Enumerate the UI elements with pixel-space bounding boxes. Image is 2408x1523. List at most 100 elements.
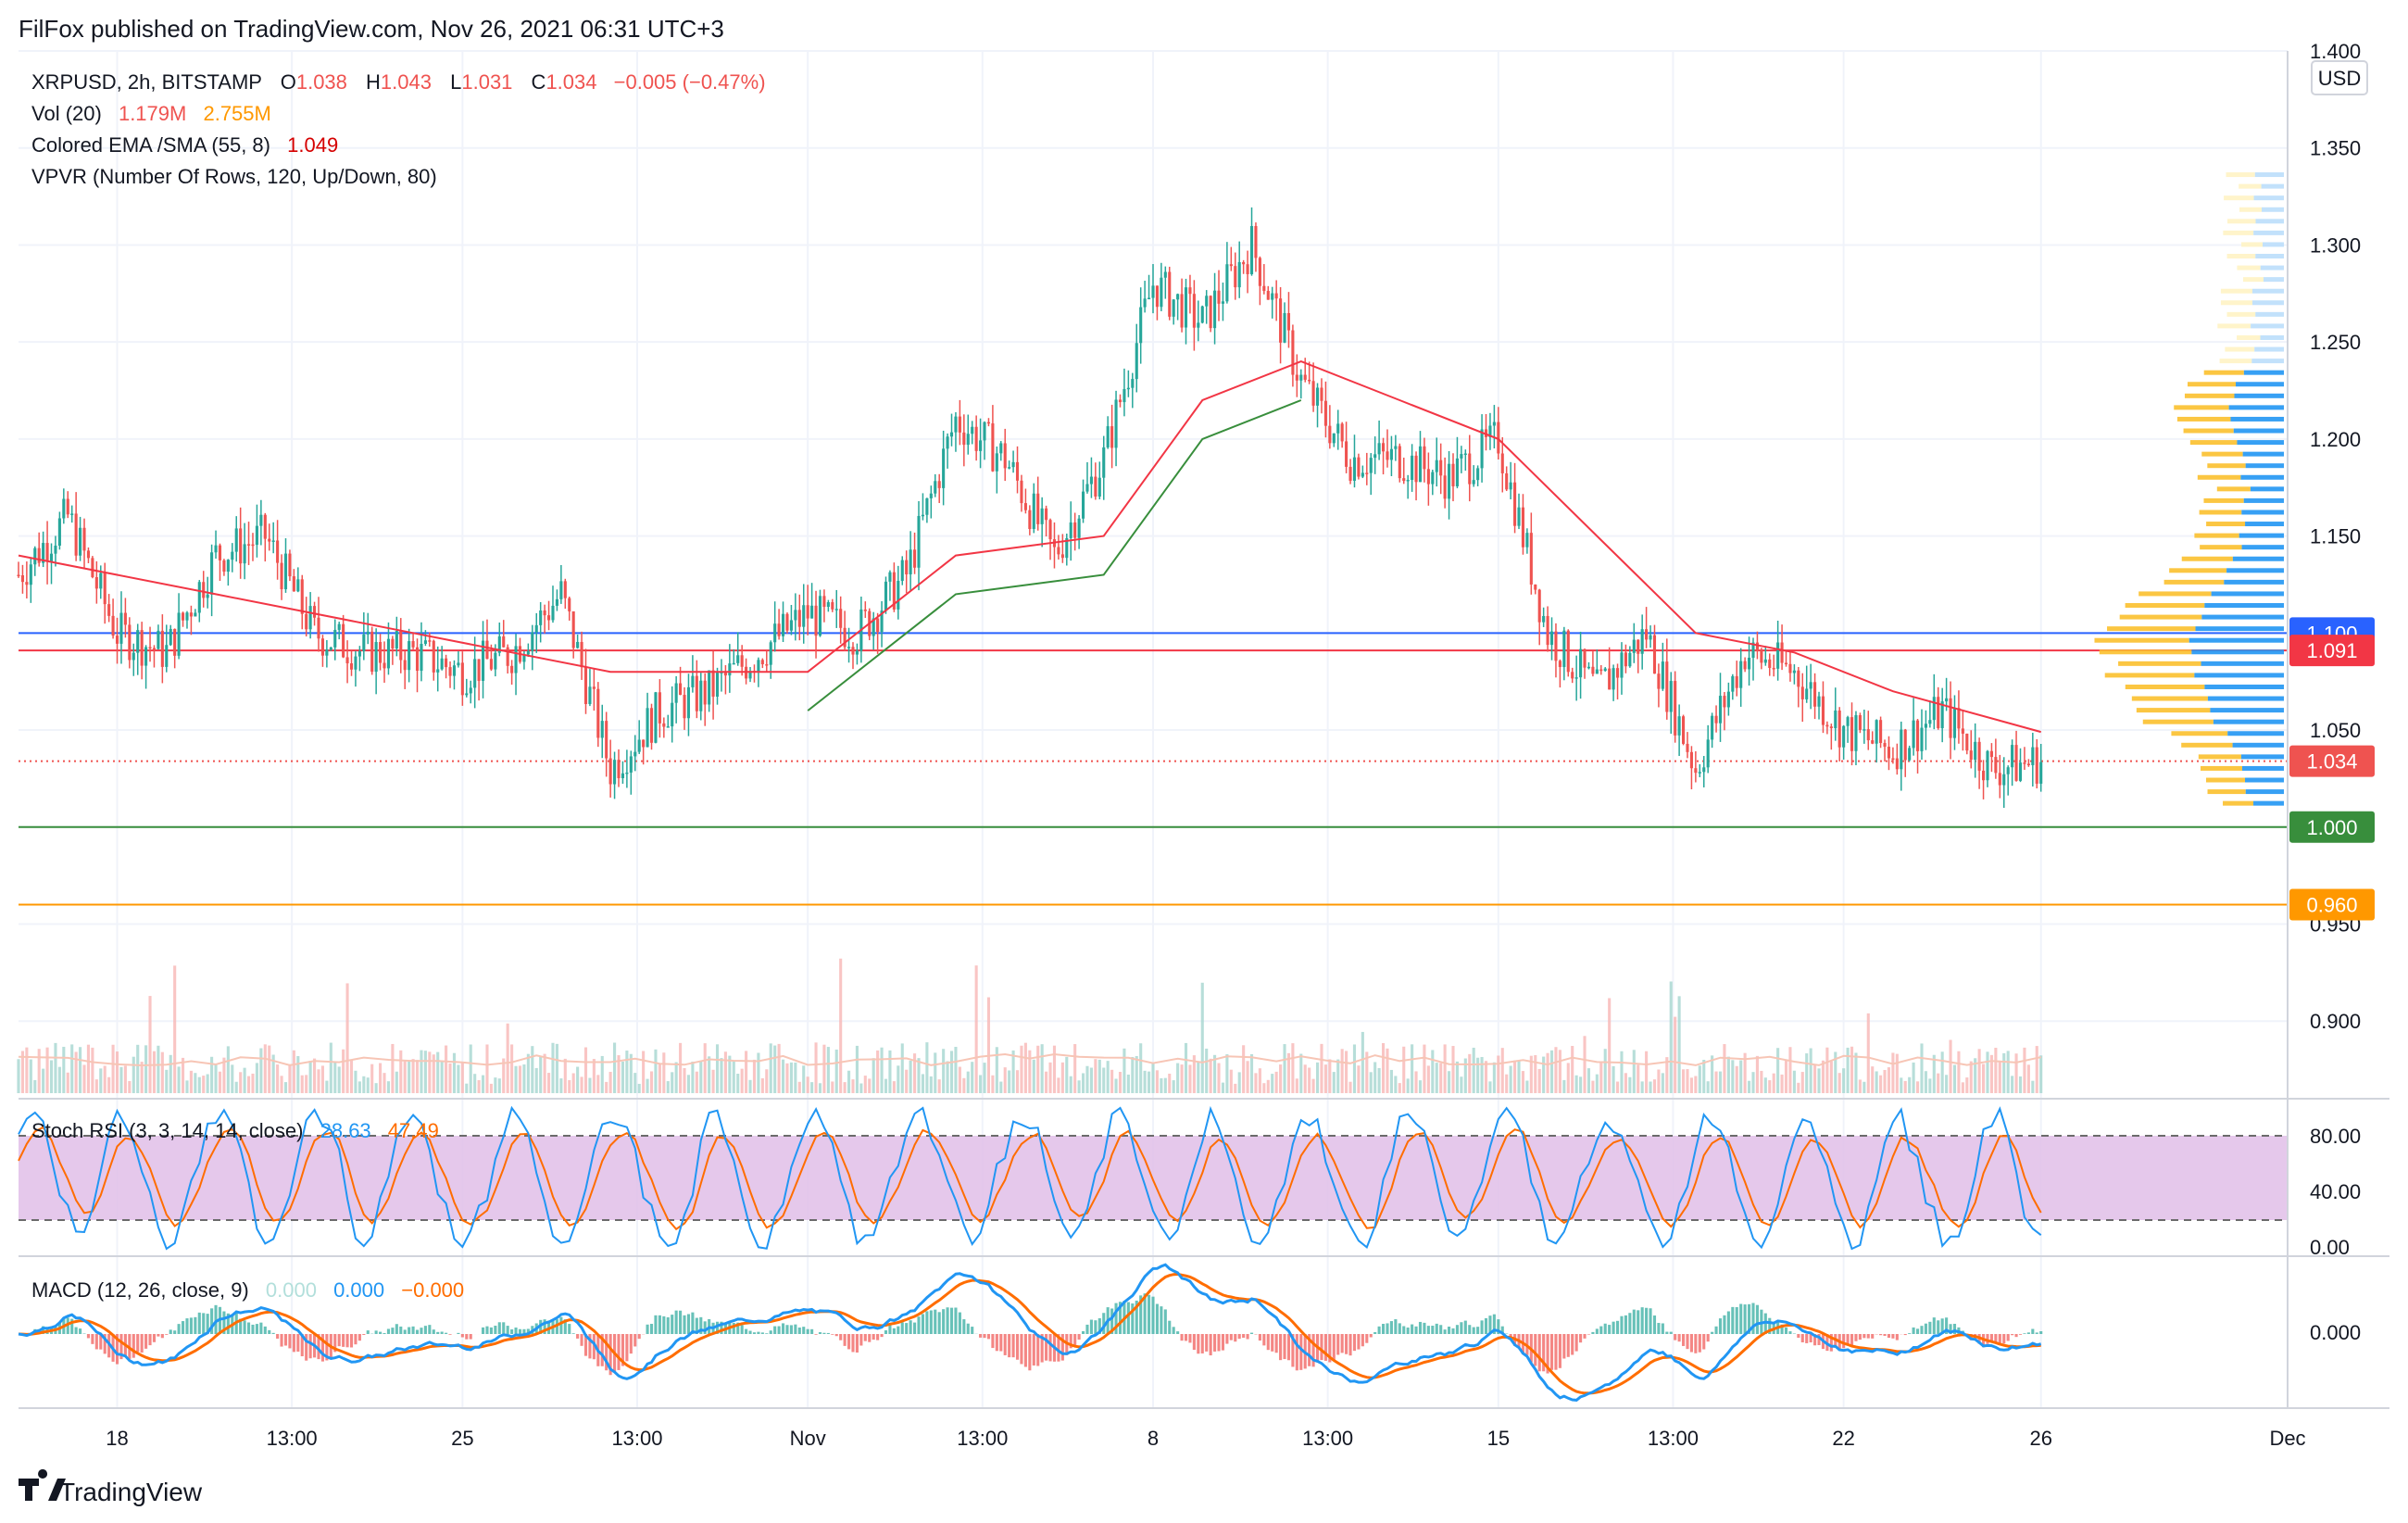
candle-body [1755,642,1759,651]
vpvr-row-down [2207,696,2284,701]
volume-bar [1135,1055,1138,1093]
volume-bar [1723,1044,1726,1093]
candle-body [822,596,826,608]
macd-hist-bar [1945,1317,1949,1334]
macd-hist-bar [1509,1334,1512,1338]
macd-hist-bar [271,1332,275,1334]
macd-hist-bar [1048,1334,1052,1362]
macd-hist-bar [1011,1334,1015,1358]
candle [1521,494,1525,555]
macd-hist-bar [1788,1331,1792,1334]
candle-body [1937,697,1940,729]
candle-body [662,723,666,727]
vpvr-row-down [2263,242,2284,247]
volume-bar [1714,1071,1718,1093]
volume-bar [222,1057,226,1093]
candle [1974,723,1977,778]
candle-body [1032,493,1035,529]
candle-body [1271,293,1274,300]
candle-body [691,675,695,687]
volume-bar [946,1061,949,1093]
macd-hist-bar [608,1334,612,1376]
macd-hist-bar [720,1321,723,1334]
candle-body [699,680,703,711]
volume-bar [308,1061,312,1093]
tradingview-logo[interactable]: TradingView [19,1469,203,1506]
volume-bar [1500,1048,1504,1093]
macd-hist-bar [1866,1334,1870,1339]
candle [1328,405,1332,449]
volume-bar [789,1062,793,1093]
volume-bar [1649,1081,1652,1093]
candle-body [1389,448,1393,460]
macd-signal-line [18,1272,2041,1395]
candle [1480,414,1484,483]
candle [925,497,929,523]
candle-body [1525,533,1529,548]
macd-hist-bar [732,1322,735,1334]
time-axis[interactable]: 18 13:00 25 13:00 Nov 13:00 8 13:00 15 13:00 22 26 D… [106,1427,2305,1450]
candle-body [374,642,378,673]
candle [1817,691,1821,720]
volume-bar [1213,1054,1217,1093]
candle-body [958,416,961,433]
candle-body [20,574,24,583]
volume-bar [822,1044,826,1093]
candle [1155,285,1159,321]
macd-hist-bar [1817,1334,1821,1345]
candle [900,556,904,585]
candle-body [57,518,61,547]
candle-body [2039,762,2043,784]
volume-bar [897,1065,900,1093]
candle-body [563,581,567,598]
candle-body [391,638,395,648]
macd-hist-bar [797,1328,801,1334]
volume-bar [1566,1063,1570,1093]
volume-bar [1286,1052,1291,1093]
vpvr-row-up [2207,463,2246,469]
macd-hist-bar [497,1322,501,1334]
candle-body [185,612,189,621]
candle [234,516,238,562]
candle [1718,673,1723,742]
volume-bar [1702,1059,1706,1093]
macd-hist-bar [1871,1334,1875,1339]
macd-hist-bar [502,1322,506,1334]
macd-hist-bar [268,1329,271,1334]
candle-body [1649,635,1652,640]
candle-body [1739,661,1743,688]
vpvr-row-up [2220,288,2252,294]
candle-body [2031,747,2035,765]
candle [1986,749,1989,787]
volume-bar [1624,1073,1627,1093]
candle-body [1574,677,1578,679]
candle [428,632,432,647]
macd-hist-bar [1110,1308,1114,1334]
candle [683,686,686,730]
macd-hist-bar [489,1327,493,1334]
candle-body [1784,662,1788,665]
candle [613,751,617,799]
volume-bar [1097,1059,1101,1093]
volume-bar [1652,1079,1657,1093]
macd-hist-bar [1205,1334,1209,1352]
vpvr-profile [2094,172,2284,806]
macd-hist-bar [1986,1334,1989,1344]
macd-hist-bar [1969,1334,1973,1340]
candle-body [583,667,588,704]
volume-bar [1402,1046,1406,1093]
candle [551,585,555,623]
macd-hist-bar [288,1334,292,1349]
candle-body [695,675,698,711]
currency-badge[interactable]: USD [2311,60,2368,95]
candles[interactable] [17,207,2043,809]
candle-body [1361,472,1364,477]
candle-body [946,436,949,449]
candle-body [465,693,469,696]
volume-bar [1579,1076,1583,1093]
macd-hist-bar [740,1325,744,1334]
candle-body [1871,740,1875,744]
volume-bar [855,1045,859,1093]
price-axis[interactable]: 1.4001.3501.3001.2501.2001.1501.1001.050… [2310,40,2361,1033]
